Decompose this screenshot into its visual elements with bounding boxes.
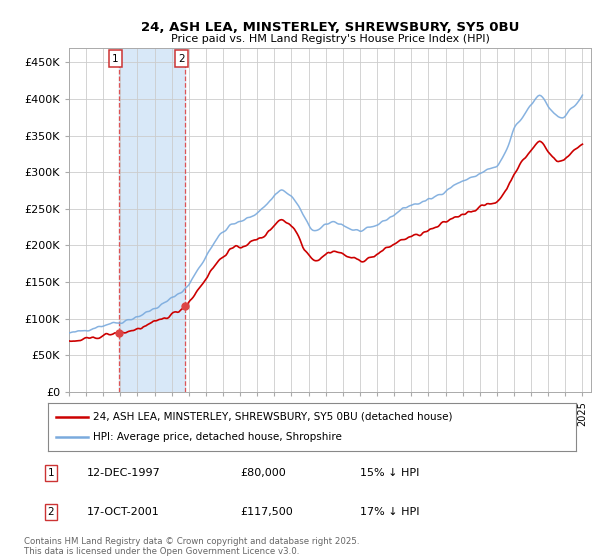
Text: £80,000: £80,000 <box>240 468 286 478</box>
Text: 2: 2 <box>178 54 184 64</box>
Text: £117,500: £117,500 <box>240 507 293 517</box>
Text: HPI: Average price, detached house, Shropshire: HPI: Average price, detached house, Shro… <box>93 432 342 442</box>
Text: 17-OCT-2001: 17-OCT-2001 <box>87 507 160 517</box>
Text: 1: 1 <box>112 54 119 64</box>
Text: Price paid vs. HM Land Registry's House Price Index (HPI): Price paid vs. HM Land Registry's House … <box>170 34 490 44</box>
Text: 17% ↓ HPI: 17% ↓ HPI <box>360 507 419 517</box>
Text: 15% ↓ HPI: 15% ↓ HPI <box>360 468 419 478</box>
Text: 1: 1 <box>47 468 55 478</box>
Text: 12-DEC-1997: 12-DEC-1997 <box>87 468 161 478</box>
Text: Contains HM Land Registry data © Crown copyright and database right 2025.: Contains HM Land Registry data © Crown c… <box>24 538 359 547</box>
Text: 24, ASH LEA, MINSTERLEY, SHREWSBURY, SY5 0BU (detached house): 24, ASH LEA, MINSTERLEY, SHREWSBURY, SY5… <box>93 412 452 422</box>
Bar <box>119 48 185 392</box>
Text: 2: 2 <box>47 507 55 517</box>
Text: This data is licensed under the Open Government Licence v3.0.: This data is licensed under the Open Gov… <box>24 548 299 557</box>
Text: 24, ASH LEA, MINSTERLEY, SHREWSBURY, SY5 0BU: 24, ASH LEA, MINSTERLEY, SHREWSBURY, SY5… <box>141 21 519 34</box>
